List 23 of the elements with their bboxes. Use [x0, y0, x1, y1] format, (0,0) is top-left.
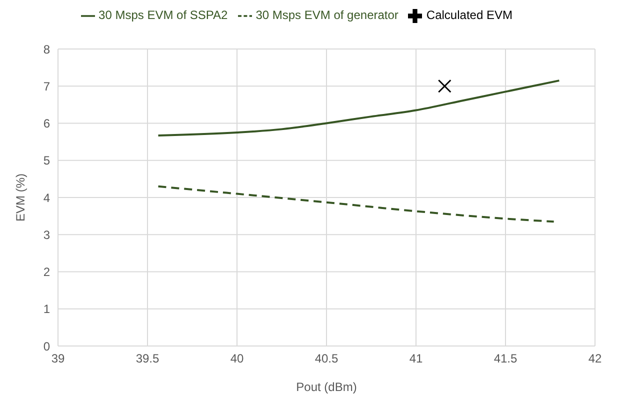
legend-label: 30 Msps EVM of SSPA2 — [98, 8, 228, 22]
y-tick-label: 7 — [43, 79, 50, 94]
line-series — [157, 185, 555, 223]
y-axis-title: EVM (%) — [13, 173, 28, 222]
y-tick-label: 8 — [43, 42, 50, 56]
x-tick-label: 40 — [230, 352, 244, 366]
legend-label: 30 Msps EVM of generator — [256, 8, 398, 22]
y-tick-label: 5 — [43, 154, 50, 168]
x-tick-label: 39.5 — [136, 352, 160, 366]
y-tick-label: 1 — [43, 302, 50, 316]
x-tick-label: 41.5 — [494, 352, 518, 366]
x-tick-label: 40.5 — [314, 352, 338, 366]
y-tick-label: 2 — [43, 265, 50, 280]
y-tick-label: 4 — [43, 190, 50, 205]
legend-label: Calculated EVM — [426, 8, 512, 22]
y-tick-label: 3 — [43, 228, 50, 242]
y-tick-label: 6 — [43, 116, 50, 131]
x-tick-label: 39 — [51, 352, 65, 366]
x-tick-label: 41 — [409, 352, 423, 366]
x-tick-label: 42 — [588, 352, 602, 366]
x-axis-title: Pout (dBm) — [296, 380, 357, 394]
y-tick-label: 0 — [43, 339, 50, 354]
line-series — [157, 80, 560, 136]
